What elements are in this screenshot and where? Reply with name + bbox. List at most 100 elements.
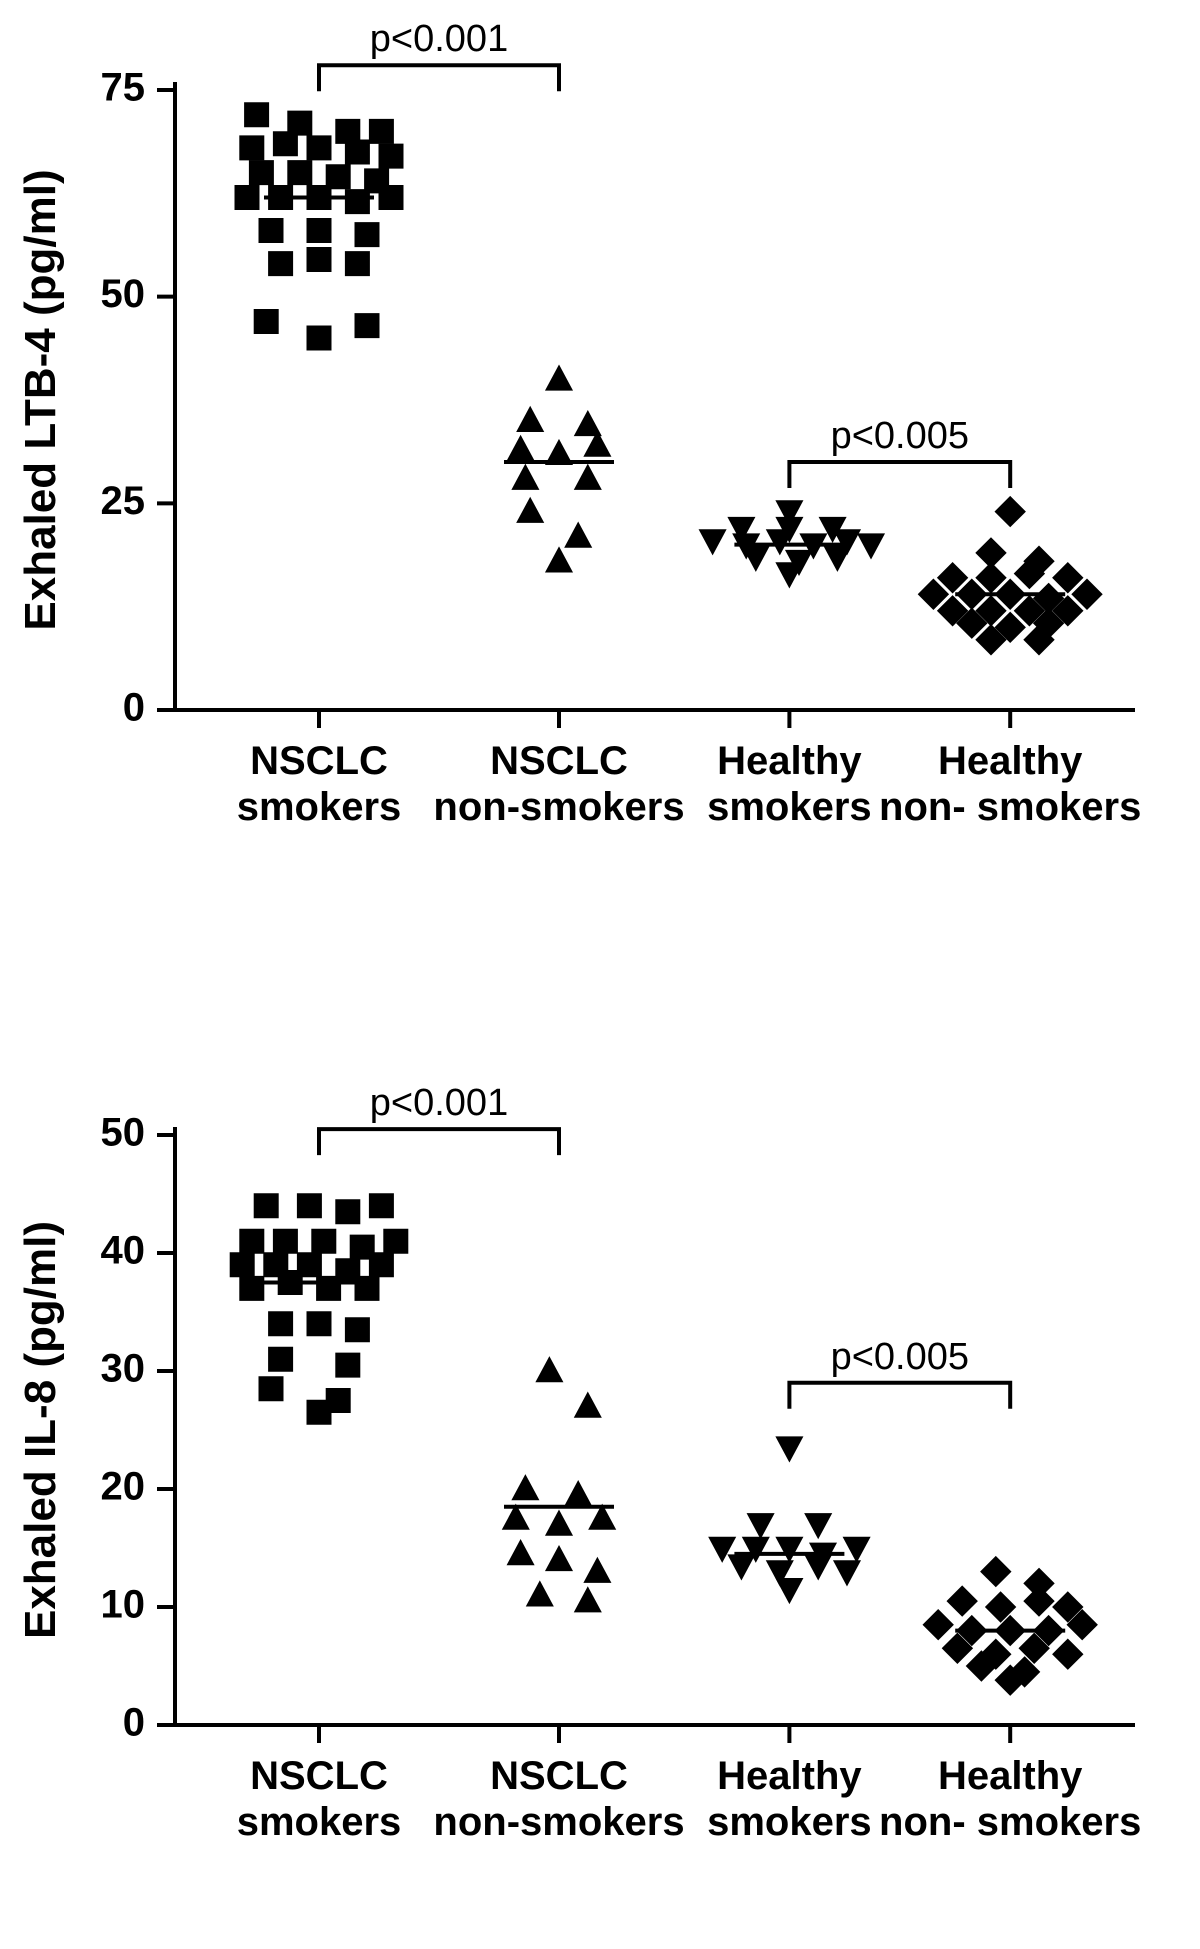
data-point bbox=[312, 1229, 336, 1253]
x-category-label: smokers bbox=[707, 785, 872, 829]
data-point bbox=[254, 309, 278, 333]
data-point bbox=[536, 1357, 562, 1382]
data-point bbox=[307, 1312, 331, 1336]
data-point bbox=[517, 498, 543, 523]
data-point bbox=[565, 523, 591, 548]
data-point bbox=[805, 1514, 831, 1539]
data-point bbox=[369, 1194, 393, 1218]
p-value-label: p<0.005 bbox=[831, 415, 969, 457]
y-tick-label: 40 bbox=[101, 1229, 146, 1273]
data-point bbox=[307, 247, 331, 271]
data-point bbox=[240, 136, 264, 160]
x-category-label: non- smokers bbox=[879, 785, 1141, 829]
x-category-label: smokers bbox=[707, 1800, 872, 1844]
y-tick-label: 0 bbox=[123, 1701, 145, 1745]
data-point bbox=[288, 161, 312, 185]
significance-bracket bbox=[319, 65, 559, 91]
x-category-label: Healthy bbox=[717, 1754, 862, 1798]
x-category-label: non-smokers bbox=[433, 1800, 684, 1844]
data-point bbox=[546, 1546, 572, 1571]
data-point bbox=[858, 534, 884, 559]
data-point bbox=[747, 1514, 773, 1539]
x-category-label: non-smokers bbox=[433, 785, 684, 829]
data-point bbox=[565, 1481, 591, 1506]
data-point bbox=[507, 1540, 533, 1565]
p-value-label: p<0.001 bbox=[370, 18, 508, 60]
data-point bbox=[307, 1400, 331, 1424]
x-category-label: NSCLC bbox=[250, 739, 388, 783]
data-point bbox=[824, 546, 850, 571]
data-point bbox=[805, 1555, 831, 1580]
data-point bbox=[369, 1253, 393, 1277]
y-tick-label: 75 bbox=[101, 66, 146, 110]
data-point bbox=[379, 144, 403, 168]
data-point bbox=[249, 161, 273, 185]
data-point bbox=[575, 1587, 601, 1612]
y-tick-label: 20 bbox=[101, 1465, 146, 1509]
significance-bracket bbox=[319, 1129, 559, 1155]
data-point bbox=[355, 1276, 379, 1300]
x-category-label: Healthy bbox=[938, 1754, 1083, 1798]
data-point bbox=[776, 1579, 802, 1604]
data-point bbox=[259, 1377, 283, 1401]
ltb4-scatter-panel: 0255075Exhaled LTB-4 (pg/ml)NSCLCsmokers… bbox=[0, 0, 1200, 920]
x-category-label: NSCLC bbox=[250, 1754, 388, 1798]
data-point bbox=[575, 465, 601, 490]
data-point bbox=[345, 1318, 369, 1342]
data-point bbox=[307, 326, 331, 350]
significance-bracket bbox=[789, 1383, 1010, 1409]
y-axis-label: Exhaled IL-8 (pg/ml) bbox=[16, 1221, 65, 1639]
data-point bbox=[307, 136, 331, 160]
data-point bbox=[336, 1200, 360, 1224]
y-tick-label: 30 bbox=[101, 1347, 146, 1391]
data-point bbox=[776, 1437, 802, 1462]
data-point bbox=[981, 1557, 1011, 1587]
data-point bbox=[369, 119, 393, 143]
data-point bbox=[269, 1347, 293, 1371]
y-tick-label: 0 bbox=[123, 686, 145, 730]
data-point bbox=[345, 252, 369, 276]
x-category-label: smokers bbox=[237, 785, 402, 829]
data-point bbox=[699, 530, 725, 555]
p-value-label: p<0.005 bbox=[831, 1336, 969, 1378]
data-point bbox=[379, 185, 403, 209]
data-point bbox=[273, 1229, 297, 1253]
x-category-label: non- smokers bbox=[879, 1800, 1141, 1844]
data-point bbox=[245, 103, 269, 127]
data-point bbox=[546, 1511, 572, 1536]
data-point bbox=[843, 1537, 869, 1562]
data-point bbox=[355, 314, 379, 338]
data-point bbox=[240, 1276, 264, 1300]
data-point bbox=[1024, 1586, 1054, 1616]
data-point bbox=[269, 252, 293, 276]
x-category-label: Healthy bbox=[938, 739, 1083, 783]
data-point bbox=[546, 547, 572, 572]
data-point bbox=[345, 190, 369, 214]
y-axis-label: Exhaled LTB-4 (pg/ml) bbox=[16, 169, 65, 630]
data-point bbox=[384, 1229, 408, 1253]
x-category-label: NSCLC bbox=[490, 739, 628, 783]
x-category-label: smokers bbox=[237, 1800, 402, 1844]
y-tick-label: 25 bbox=[101, 479, 146, 523]
data-point bbox=[269, 1312, 293, 1336]
y-tick-label: 50 bbox=[101, 272, 146, 316]
data-point bbox=[307, 219, 331, 243]
data-point bbox=[512, 1475, 538, 1500]
x-category-label: Healthy bbox=[717, 739, 862, 783]
data-point bbox=[575, 1393, 601, 1418]
data-point bbox=[527, 1581, 553, 1606]
data-point bbox=[995, 497, 1025, 527]
data-point bbox=[259, 219, 283, 243]
x-category-label: NSCLC bbox=[490, 1754, 628, 1798]
data-point bbox=[834, 1561, 860, 1586]
y-tick-label: 10 bbox=[101, 1583, 146, 1627]
data-point bbox=[728, 1555, 754, 1580]
data-point bbox=[240, 1229, 264, 1253]
data-point bbox=[235, 185, 259, 209]
data-point bbox=[546, 366, 572, 391]
data-point bbox=[517, 407, 543, 432]
data-point bbox=[254, 1194, 278, 1218]
data-point bbox=[923, 1610, 953, 1640]
data-point bbox=[336, 1353, 360, 1377]
il8-scatter-panel: 01020304050Exhaled IL-8 (pg/ml)NSCLCsmok… bbox=[0, 1030, 1200, 1930]
